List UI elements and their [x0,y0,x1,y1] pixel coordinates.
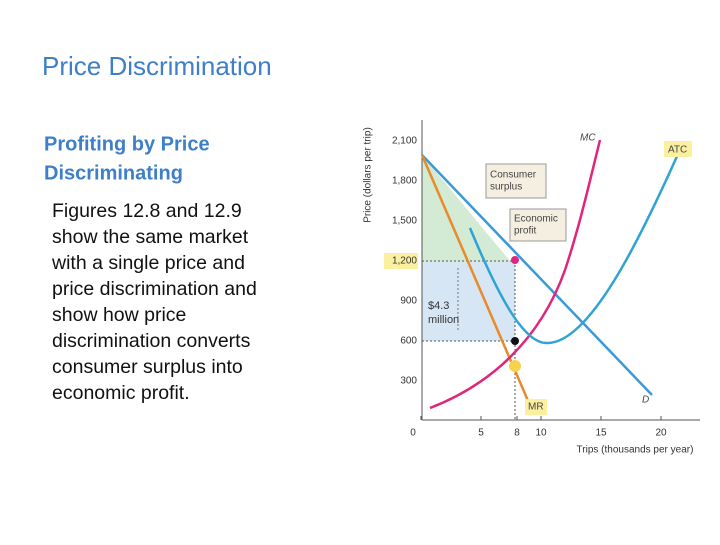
slide-title: Price Discrimination [42,51,272,81]
atc-label: ATC [668,145,687,156]
mc-label: MC [580,133,596,144]
x-tick-label: 15 [595,428,607,439]
y-tick-label: 2,100 [392,136,417,147]
y-tick-label: 1,500 [392,216,417,227]
body-line: Figures 12.8 and 12.9 [52,200,242,222]
body-line: consumer surplus into [52,356,243,378]
subheading: Discriminating [44,162,183,184]
highlight [664,141,692,157]
y-tick-label: 1,800 [392,176,417,187]
y-tick-label: 300 [400,376,417,387]
x-tick-label: 0 [410,428,416,439]
callout-text: surplus [490,182,522,193]
profit-text: million [428,314,459,326]
body-line: discrimination converts [52,330,251,352]
body-line: price discrimination and [52,278,257,300]
y-tick-label: 600 [400,336,417,347]
callout-text: Consumer [490,170,537,181]
y-axis-label: Price (dollars per trip) [363,127,374,223]
x-axis-label: Trips (thousands per year) [577,445,694,456]
body-line: show how price [52,304,186,326]
callout-text: profit [514,226,536,237]
callout-text: Economic [514,214,558,225]
price-point [511,256,519,264]
atc-point [511,337,519,345]
mc-mr-point [509,360,521,372]
body-line: show the same market [52,226,249,248]
atc-curve [468,144,684,345]
body-line: economic profit. [52,382,190,404]
demand-curve [421,154,653,396]
y-tick-label: 900 [400,296,417,307]
callout-box [509,208,567,242]
x-tick-label: 8 [514,428,520,439]
d-label: D [642,395,649,406]
x-tick-label: 20 [655,428,667,439]
profit-text: $4.3 [428,300,449,312]
y-tick-label: 1,200 [392,256,417,267]
highlight [384,253,418,269]
mr-label: MR [528,402,544,413]
highlight [525,399,547,415]
callout-box [485,163,547,199]
consumer-surplus-area [422,155,510,261]
x-tick-label: 5 [478,428,484,439]
body-line: with a single price and [51,252,245,274]
economic-profit-area [422,261,515,341]
subheading: Profiting by Price [44,133,210,155]
mc-curve [429,139,602,410]
x-tick-label: 10 [535,428,547,439]
